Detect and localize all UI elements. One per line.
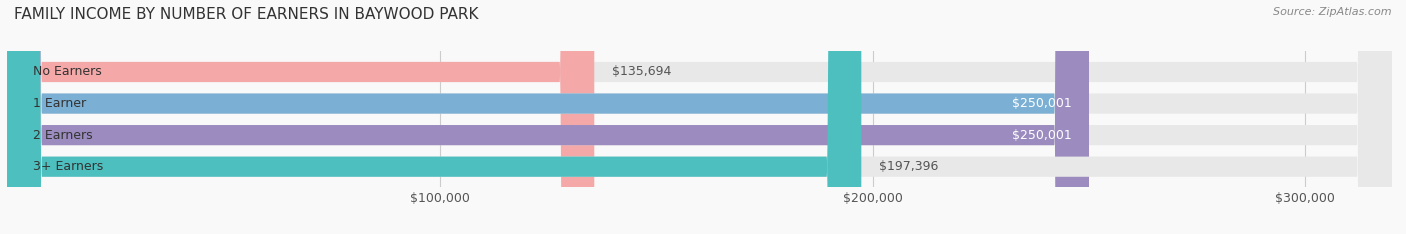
Text: $250,001: $250,001 (1012, 97, 1071, 110)
Text: 3+ Earners: 3+ Earners (32, 160, 103, 173)
FancyBboxPatch shape (7, 0, 1392, 234)
FancyBboxPatch shape (7, 0, 1392, 234)
Text: 1 Earner: 1 Earner (32, 97, 86, 110)
FancyBboxPatch shape (7, 0, 1392, 234)
Text: $135,694: $135,694 (612, 66, 671, 78)
Text: 2 Earners: 2 Earners (32, 129, 93, 142)
FancyBboxPatch shape (7, 0, 1392, 234)
Text: No Earners: No Earners (32, 66, 101, 78)
FancyBboxPatch shape (7, 0, 1090, 234)
Text: FAMILY INCOME BY NUMBER OF EARNERS IN BAYWOOD PARK: FAMILY INCOME BY NUMBER OF EARNERS IN BA… (14, 7, 478, 22)
Text: Source: ZipAtlas.com: Source: ZipAtlas.com (1274, 7, 1392, 17)
FancyBboxPatch shape (7, 0, 1090, 234)
FancyBboxPatch shape (7, 0, 862, 234)
Text: $250,001: $250,001 (1012, 129, 1071, 142)
FancyBboxPatch shape (7, 0, 595, 234)
Text: $197,396: $197,396 (879, 160, 938, 173)
